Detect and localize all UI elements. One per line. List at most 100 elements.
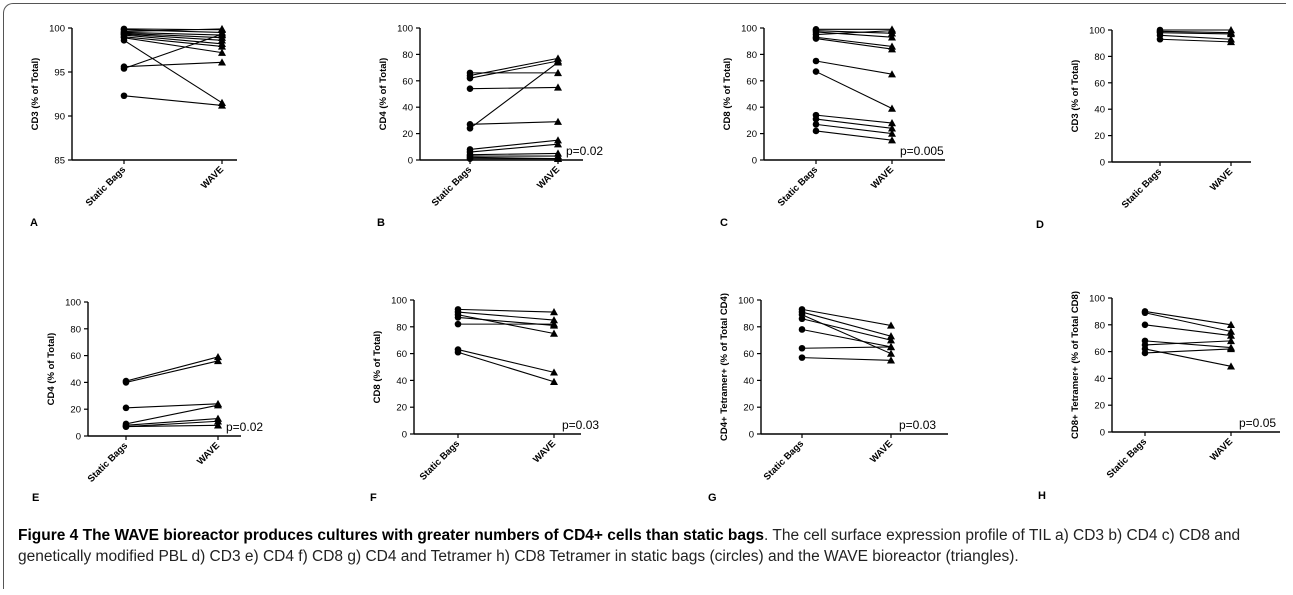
paired-line (801, 308, 892, 327)
y-tick-label: 20 (1094, 131, 1105, 142)
wave-point (554, 140, 562, 148)
paired-line (123, 95, 223, 106)
y-tick-label: 100 (741, 24, 757, 35)
wave-point (218, 48, 226, 56)
panel-a: 85 90 95 100 CD3 (% of Total) Static Bags WAVE… (30, 24, 237, 229)
panel-label: B (377, 217, 385, 229)
paired-line (801, 318, 892, 341)
paired-line (125, 360, 219, 383)
paired-line (125, 424, 219, 428)
wave-point (887, 321, 895, 329)
static-bag-point (798, 354, 806, 361)
y-tick-label: 85 (54, 156, 65, 167)
panel-e: 0 20 40 60 80 100 CD4 (% of Total) Static Bags W… (32, 298, 263, 505)
x-tick-label: WAVE (868, 438, 895, 465)
wave-point (887, 349, 895, 357)
figure-caption: Figure 4 The WAVE bioreactor produces cu… (18, 525, 1273, 567)
paired-line (815, 130, 893, 141)
wave-point (554, 58, 562, 66)
wave-point (887, 332, 895, 340)
y-tick-label: 20 (743, 403, 754, 414)
wave-point (214, 352, 222, 361)
wave-point (888, 129, 896, 137)
x-tick-label: WAVE (869, 164, 896, 191)
wave-point (1227, 29, 1235, 38)
static-bag-point (466, 125, 474, 132)
wave-point (1227, 331, 1235, 339)
paired-line (801, 311, 892, 337)
paired-line (123, 32, 223, 39)
x-tick-label: Static Bags (1120, 166, 1164, 210)
y-axis-label: CD8 (% of Total) (372, 331, 383, 404)
static-bag-point (798, 315, 806, 323)
static-bag-point (120, 92, 128, 100)
wave-point (1227, 362, 1235, 370)
wave-point (888, 119, 896, 127)
static-bag-point (454, 348, 462, 356)
y-tick-label: 0 (402, 430, 407, 441)
paired-line (1144, 324, 1232, 337)
panel-d: 0 20 40 60 80 100 CD3 (% of Total) Static Bags W… (1036, 26, 1251, 231)
static-bag-point (466, 74, 474, 82)
wave-point (550, 316, 558, 324)
panel-h: 0 20 40 60 80 100 CD8+ Tetramer+ (% of Total C… (1038, 291, 1280, 502)
paired-line (815, 114, 893, 124)
wave-point (218, 24, 226, 33)
panel-f: 0 20 40 60 80 100 CD8 (% of Total) Static Bags W… (370, 296, 599, 505)
paired-line (1144, 340, 1232, 349)
wave-point (888, 136, 896, 144)
paired-line (123, 39, 223, 104)
wave-point (550, 368, 558, 376)
p-value: p=0.03 (562, 418, 599, 432)
wave-point (1227, 327, 1235, 335)
static-bag-point (812, 121, 820, 128)
wave-point (214, 401, 222, 409)
wave-point (218, 42, 226, 50)
y-axis-label: CD4 (% of Total) (378, 58, 389, 131)
y-tick-label: 20 (396, 403, 407, 414)
paired-line (469, 57, 559, 77)
panel-label: E (32, 492, 39, 504)
wave-point (554, 136, 562, 144)
panel-g: 0 20 40 60 80 100 CD4+ Tetramer+ (% of Total C… (708, 293, 948, 504)
wave-point (1227, 37, 1235, 46)
paired-line (815, 31, 893, 38)
y-tick-label: 0 (752, 156, 757, 167)
paired-line (801, 328, 892, 348)
static-bag-point (122, 379, 130, 386)
wave-point (887, 342, 895, 351)
y-tick-label: 40 (1094, 374, 1105, 385)
p-value: p=0.02 (226, 420, 263, 434)
wave-point (554, 83, 562, 91)
y-axis-label: CD3 (% of Total) (30, 58, 41, 131)
paired-line (815, 36, 893, 48)
y-tick-label: 40 (743, 376, 754, 387)
caption-text: . The cell surface expression profile of… (18, 527, 1241, 565)
paired-line (125, 404, 219, 425)
paired-line (815, 30, 893, 36)
paired-line (815, 60, 893, 75)
y-tick-label: 100 (1089, 26, 1105, 37)
y-axis-label: CD3 (% of Total) (1070, 60, 1081, 133)
y-tick-label: 90 (54, 112, 65, 123)
panel-b: 0 20 40 60 80 100 CD4 (% of Total) Static Bags W… (377, 24, 603, 230)
y-tick-label: 100 (391, 296, 407, 307)
wave-point (887, 336, 895, 344)
x-tick-label: Static Bags (762, 438, 806, 482)
y-tick-label: 80 (1094, 320, 1105, 331)
x-tick-label: WAVE (195, 440, 222, 467)
paired-line (1144, 348, 1232, 354)
y-tick-label: 20 (70, 405, 81, 416)
y-tick-label: 40 (402, 103, 413, 114)
y-tick-label: 80 (746, 50, 757, 61)
panel-label: D (1036, 219, 1044, 231)
paired-line (457, 351, 555, 383)
wave-point (888, 33, 896, 41)
wave-point (550, 329, 558, 337)
paired-line (1144, 312, 1232, 333)
panel-label: A (30, 217, 38, 229)
p-value: p=0.05 (1239, 416, 1276, 430)
y-axis-label: CD8 (% of Total) (722, 58, 733, 131)
paired-line (469, 61, 559, 129)
paired-line (457, 308, 555, 313)
